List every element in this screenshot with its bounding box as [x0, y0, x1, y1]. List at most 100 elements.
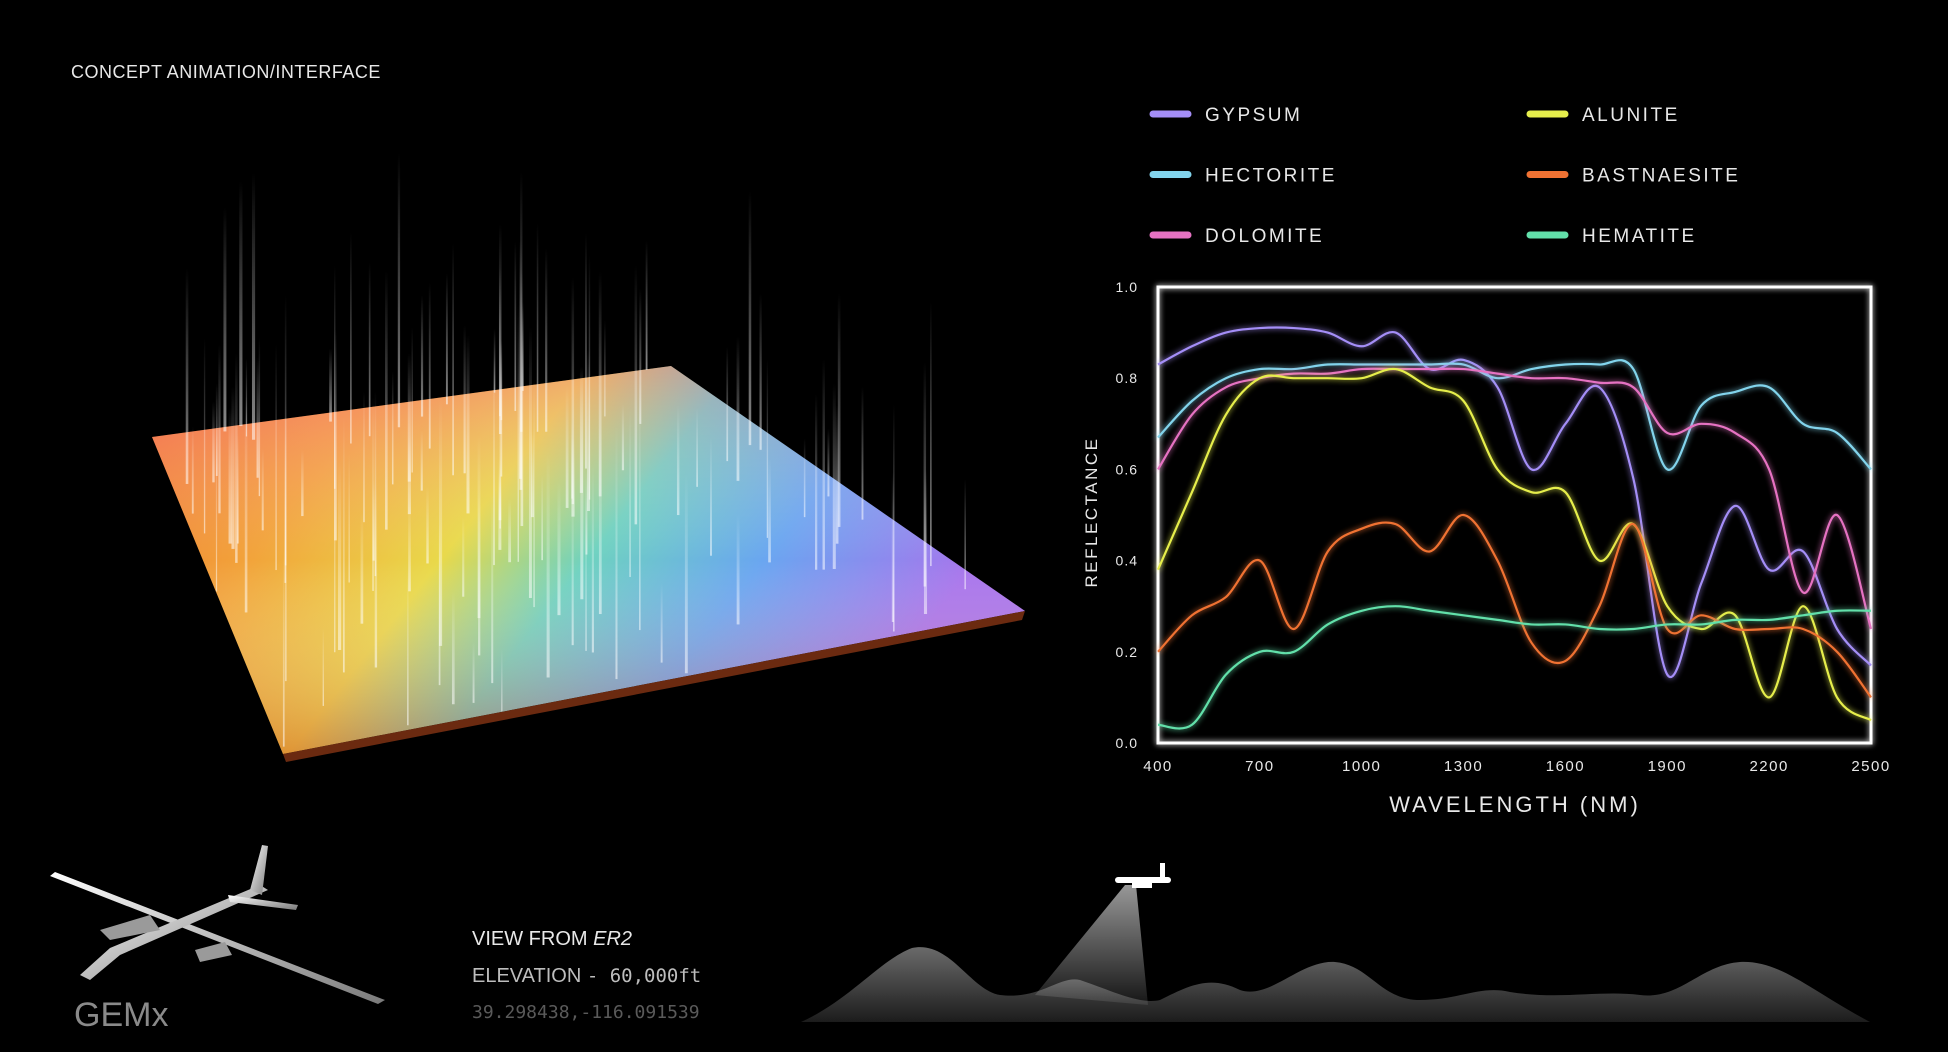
light-spike — [185, 268, 189, 484]
small-plane-body — [1115, 877, 1171, 883]
light-spike — [472, 641, 475, 703]
light-spike — [891, 473, 895, 623]
legend-label: DOLOMITE — [1205, 226, 1324, 247]
light-spike — [251, 173, 256, 440]
light-spike — [438, 397, 443, 646]
light-spike — [634, 264, 638, 525]
chart: 0.0 0.2 0.4 0.6 0.8 1.0 400 700 1000 1300 1600 1900… — [1116, 279, 1890, 775]
light-spike — [236, 432, 239, 544]
light-spike — [571, 277, 575, 505]
light-spike — [451, 591, 455, 705]
light-spike — [684, 473, 688, 674]
light-spike — [923, 469, 928, 615]
plane-fuselage — [80, 885, 268, 980]
small-plane-wing — [1132, 883, 1152, 888]
light-spike — [407, 353, 411, 482]
view-from: VIEW FROM — [472, 928, 588, 950]
light-spike — [571, 436, 575, 517]
light-spike — [426, 486, 429, 564]
small-plane-tail — [1160, 863, 1165, 879]
light-spike — [445, 273, 448, 405]
y-tick-label: 0.2 — [1116, 644, 1138, 660]
light-spike — [541, 474, 544, 561]
legend-label: HEMATITE — [1582, 226, 1697, 247]
light-spike — [498, 224, 502, 435]
light-spike — [530, 430, 534, 518]
light-spike — [348, 453, 350, 583]
y-tick-label: 1.0 — [1116, 279, 1138, 295]
light-spike — [621, 403, 625, 471]
light-spike — [803, 438, 806, 518]
light-spike — [736, 336, 740, 481]
spectrum-line — [1157, 326, 1872, 679]
light-spike — [477, 435, 481, 619]
light-spike — [521, 302, 524, 391]
light-spike — [391, 371, 394, 485]
spectrum-line — [1157, 605, 1872, 730]
x-tick-label: 2200 — [1749, 758, 1788, 775]
light-spike — [385, 270, 388, 530]
light-spike — [514, 241, 517, 411]
light-spike — [235, 353, 238, 563]
spectrum-line — [1157, 513, 1872, 699]
light-spike — [334, 329, 337, 541]
x-tick-label: 1900 — [1648, 758, 1687, 775]
spectrum-line — [1157, 359, 1872, 471]
light-spike — [676, 404, 680, 516]
light-spike — [491, 491, 494, 684]
light-spike — [212, 401, 215, 483]
legend-label: ALUNITE — [1582, 105, 1680, 126]
light-spike — [615, 424, 618, 680]
light-spike — [215, 383, 218, 476]
x-tick-label: 2500 — [1851, 758, 1890, 775]
light-spike — [203, 337, 206, 534]
light-spike — [736, 513, 740, 625]
light-spike — [832, 383, 836, 569]
logo: GEMx — [74, 996, 168, 1034]
light-spike — [533, 378, 535, 608]
light-spike — [256, 357, 259, 478]
light-spike — [748, 190, 752, 446]
light-spike — [191, 426, 194, 514]
light-spike — [420, 430, 423, 491]
x-axis-label: WAVELENGTH (NM) — [1389, 792, 1641, 817]
light-spike — [350, 232, 352, 444]
light-spike — [493, 357, 495, 566]
light-spike — [231, 386, 235, 549]
aircraft-name: ER2 — [593, 928, 632, 950]
light-spike — [571, 419, 573, 499]
light-spike — [517, 303, 519, 562]
light-spike — [768, 458, 771, 563]
legend-label: HECTORITE — [1205, 166, 1337, 187]
light-spike — [815, 393, 818, 570]
light-spike — [639, 384, 641, 631]
light-spike — [463, 324, 466, 474]
spectrum-line — [1157, 367, 1873, 630]
light-spike — [218, 344, 221, 514]
light-spike — [406, 567, 409, 726]
plane-tail — [250, 845, 268, 895]
light-spike — [536, 222, 539, 432]
x-tick-label: 1600 — [1546, 758, 1585, 775]
light-spike — [557, 480, 561, 616]
light-spike — [275, 343, 277, 571]
y-tick-label: 0.0 — [1116, 735, 1138, 751]
light-spike — [528, 326, 532, 598]
light-spike — [342, 415, 345, 673]
light-spike — [411, 326, 413, 473]
light-spike — [452, 243, 454, 476]
light-spike — [696, 407, 698, 487]
light-spike — [493, 328, 496, 393]
light-spike — [629, 408, 631, 577]
light-spike — [334, 404, 336, 653]
light-spike — [726, 346, 729, 462]
light-spike — [598, 425, 602, 615]
light-spike — [368, 261, 371, 437]
light-spike — [520, 171, 523, 432]
light-spike — [338, 460, 342, 650]
y-axis-label: REFLECTANCE — [1082, 437, 1101, 588]
light-spike — [837, 293, 841, 527]
light-spike — [861, 386, 864, 520]
light-spike — [397, 153, 401, 428]
light-spike — [363, 391, 365, 523]
